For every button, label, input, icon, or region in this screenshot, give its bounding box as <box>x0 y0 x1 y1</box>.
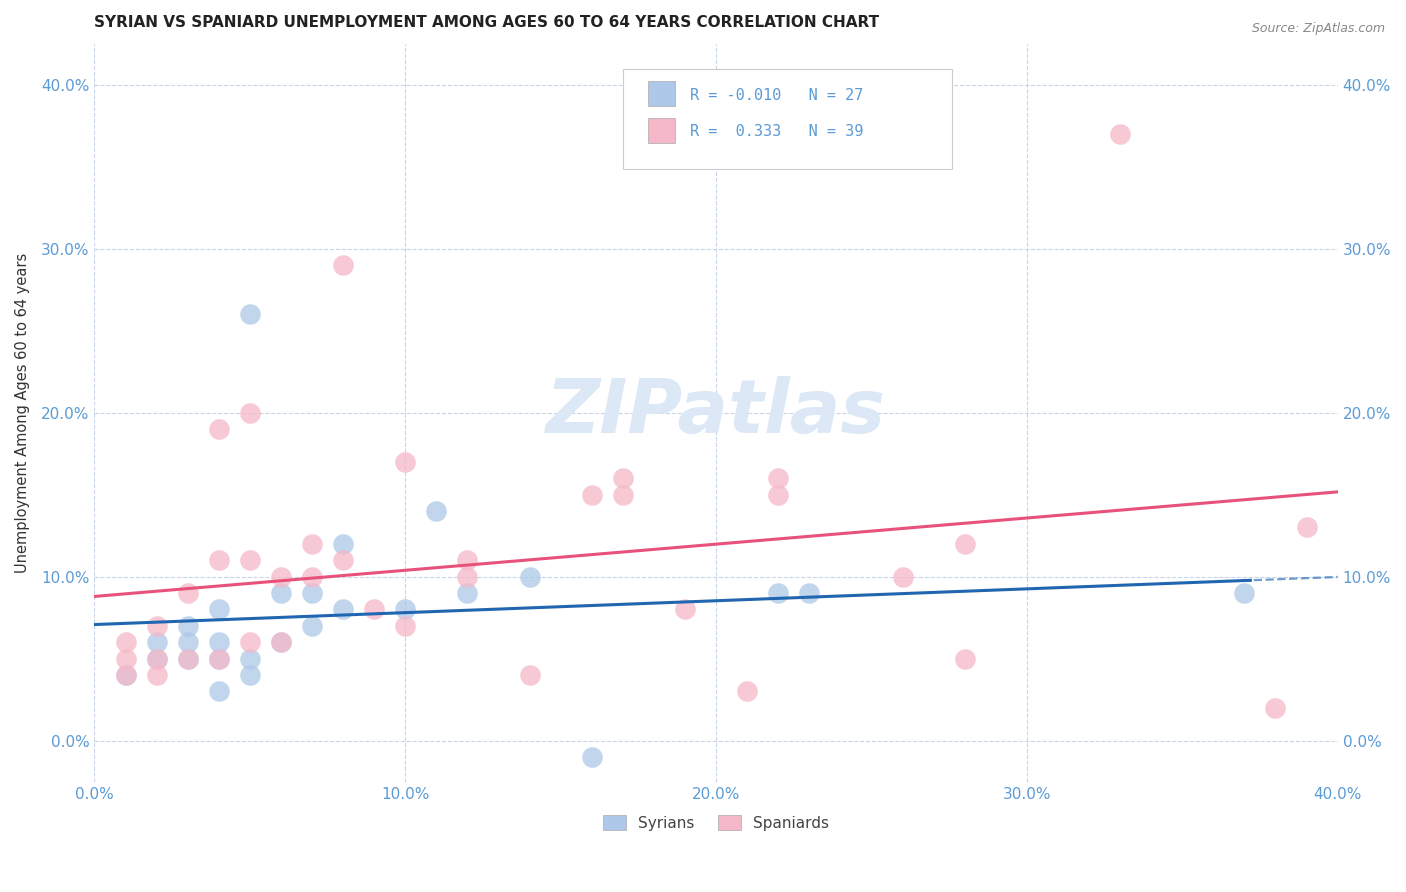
Point <box>270 635 292 649</box>
Text: R = -0.010   N = 27: R = -0.010 N = 27 <box>690 87 863 103</box>
Point <box>145 651 167 665</box>
Text: SYRIAN VS SPANIARD UNEMPLOYMENT AMONG AGES 60 TO 64 YEARS CORRELATION CHART: SYRIAN VS SPANIARD UNEMPLOYMENT AMONG AG… <box>94 15 880 30</box>
Point <box>177 651 200 665</box>
Point <box>114 668 136 682</box>
Bar <box>648 81 675 106</box>
Point <box>394 619 416 633</box>
Point <box>456 569 478 583</box>
Bar <box>648 118 675 144</box>
Point <box>301 537 323 551</box>
Point <box>953 651 976 665</box>
Point <box>766 488 789 502</box>
Point <box>239 307 262 321</box>
Point <box>145 668 167 682</box>
Point <box>766 586 789 600</box>
Point <box>208 422 231 436</box>
Point <box>208 684 231 698</box>
Point <box>519 668 541 682</box>
Point <box>301 586 323 600</box>
Point <box>145 635 167 649</box>
Point <box>270 569 292 583</box>
Point <box>270 635 292 649</box>
Point <box>1264 701 1286 715</box>
Text: Source: ZipAtlas.com: Source: ZipAtlas.com <box>1251 22 1385 36</box>
Point <box>332 602 354 616</box>
Point <box>177 586 200 600</box>
Point <box>177 651 200 665</box>
Point <box>1109 127 1132 141</box>
Point <box>581 750 603 764</box>
Point <box>519 569 541 583</box>
Text: R =  0.333   N = 39: R = 0.333 N = 39 <box>690 124 863 139</box>
Point <box>239 406 262 420</box>
Point <box>425 504 447 518</box>
Point <box>766 471 789 485</box>
Point <box>114 635 136 649</box>
Point <box>145 651 167 665</box>
Point <box>301 619 323 633</box>
Point <box>394 455 416 469</box>
Point <box>177 635 200 649</box>
Point <box>239 553 262 567</box>
Point <box>1233 586 1256 600</box>
Point <box>208 553 231 567</box>
Point <box>953 537 976 551</box>
Point <box>394 602 416 616</box>
Point <box>114 651 136 665</box>
Point <box>208 602 231 616</box>
Point <box>673 602 696 616</box>
Point <box>114 668 136 682</box>
Point <box>891 569 914 583</box>
Point <box>208 635 231 649</box>
Point <box>270 586 292 600</box>
FancyBboxPatch shape <box>623 70 952 169</box>
Point <box>239 635 262 649</box>
Point <box>799 586 821 600</box>
Point <box>612 488 634 502</box>
Point <box>332 258 354 272</box>
Point <box>239 668 262 682</box>
Point <box>301 569 323 583</box>
Point <box>332 537 354 551</box>
Point <box>145 619 167 633</box>
Point <box>1295 520 1317 534</box>
Point <box>208 651 231 665</box>
Point <box>612 471 634 485</box>
Y-axis label: Unemployment Among Ages 60 to 64 years: Unemployment Among Ages 60 to 64 years <box>15 252 30 573</box>
Point <box>363 602 385 616</box>
Point <box>177 619 200 633</box>
Point <box>581 488 603 502</box>
Point <box>239 651 262 665</box>
Point <box>456 553 478 567</box>
Point <box>735 684 758 698</box>
Point <box>456 586 478 600</box>
Legend: Syrians, Spaniards: Syrians, Spaniards <box>598 808 835 837</box>
Text: ZIPatlas: ZIPatlas <box>546 376 886 450</box>
Point <box>332 553 354 567</box>
Point <box>208 651 231 665</box>
